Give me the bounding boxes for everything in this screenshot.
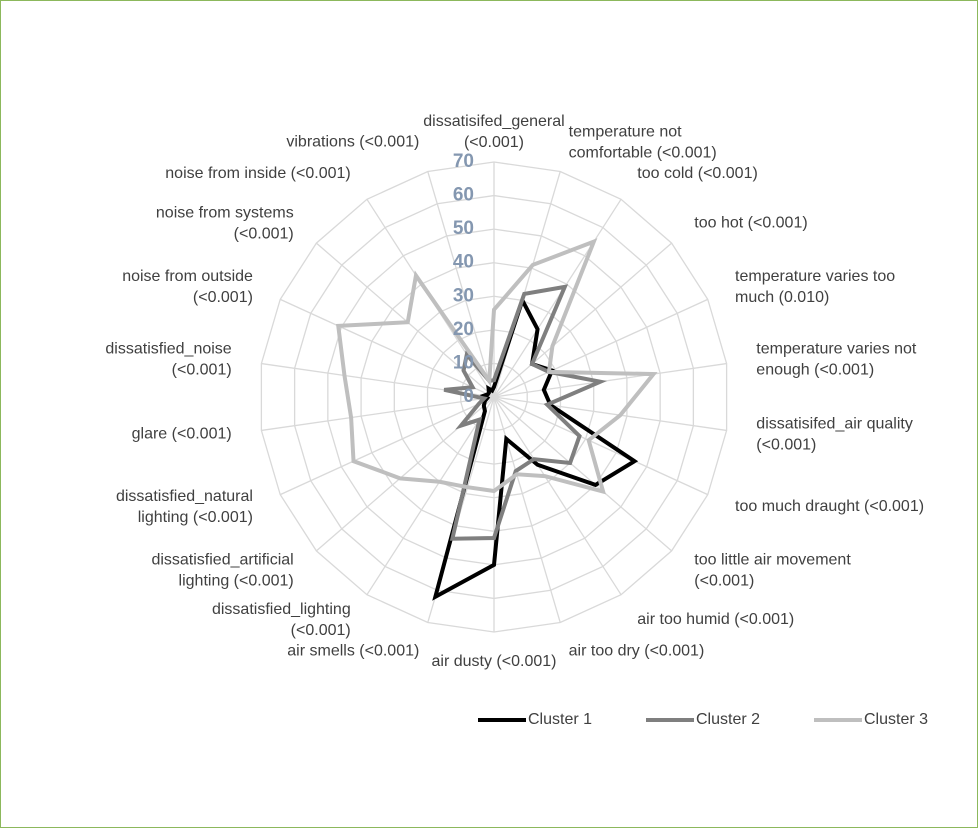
spoke: [366, 396, 495, 596]
category-label: dissatisifed_air quality (<0.001): [756, 416, 913, 454]
category-label: dissatisfied_noise (<0.001): [105, 341, 231, 379]
spoke: [493, 198, 622, 398]
category-label: air too humid (<0.001): [637, 611, 794, 628]
category-label: air too dry (<0.001): [569, 642, 705, 659]
category-label: dissatisfied_artificial lighting (<0.001): [151, 552, 293, 590]
r-tick-label: 30: [453, 285, 474, 306]
spoke: [493, 396, 622, 596]
category-label: temperature not comfortable (<0.001): [569, 124, 717, 162]
category-label: air dusty (<0.001): [432, 653, 557, 670]
category-label: temperature varies too much (0.010): [735, 268, 895, 306]
spoke: [493, 396, 561, 623]
category-label: noise from inside (<0.001): [165, 165, 350, 182]
spoke: [493, 362, 727, 398]
category-label: noise from systems (<0.001): [156, 205, 294, 243]
spoke: [427, 171, 495, 398]
r-tick-label: 0: [463, 386, 474, 407]
legend-label: Cluster 2: [696, 711, 760, 728]
r-tick-label: 10: [453, 352, 474, 373]
spoke: [493, 298, 709, 398]
category-label: noise from outside (<0.001): [122, 268, 253, 306]
spoke: [493, 396, 709, 496]
series-line: [443, 284, 608, 541]
r-tick-label: 60: [453, 185, 474, 206]
spoke: [279, 298, 495, 398]
category-label: too hot (<0.001): [694, 215, 807, 232]
spoke: [279, 396, 495, 496]
legend-label: Cluster 3: [864, 711, 928, 728]
category-label: dissatisfied_natural lighting (<0.001): [116, 488, 253, 526]
category-label: too little air movement (<0.001): [694, 552, 851, 590]
spoke: [493, 396, 673, 552]
category-label: dissatisfied_lighting (<0.001): [212, 601, 351, 639]
legend-label: Cluster 1: [528, 711, 592, 728]
r-tick-label: 50: [453, 218, 474, 239]
spoke: [261, 396, 495, 432]
category-label: dissatisifed_general (<0.001): [423, 113, 564, 151]
category-label: vibrations (<0.001): [286, 134, 419, 151]
category-label: temperature varies not enough (<0.001): [756, 341, 917, 379]
r-tick-label: 20: [453, 319, 474, 340]
category-label: glare (<0.001): [132, 426, 232, 443]
spoke: [493, 242, 673, 398]
category-label: air smells (<0.001): [287, 642, 419, 659]
r-tick-label: 70: [453, 151, 474, 172]
spoke: [493, 396, 727, 432]
series-line: [336, 238, 658, 495]
category-label: too cold (<0.001): [637, 165, 758, 182]
category-label: too much draught (<0.001): [735, 498, 924, 515]
r-tick-label: 40: [453, 252, 474, 273]
